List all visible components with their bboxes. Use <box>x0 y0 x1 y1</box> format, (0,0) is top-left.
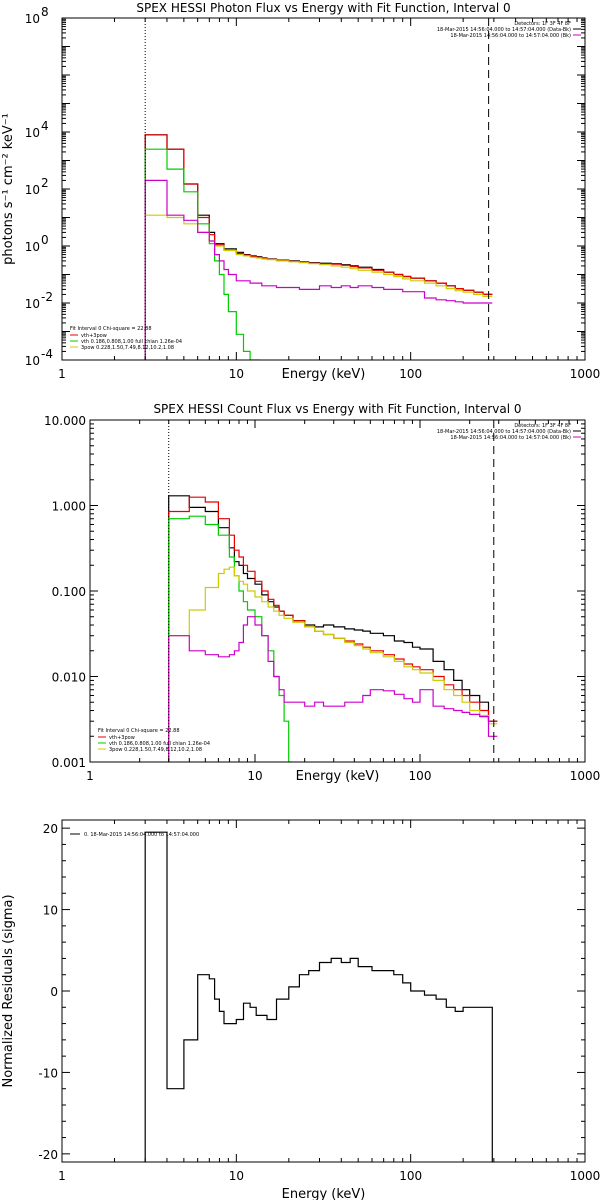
x-axis-label: Energy (keV) <box>282 367 366 382</box>
chart-title: SPEX HESSI Count Flux vs Energy with Fit… <box>153 402 521 416</box>
fit-legend-header: Fit Interval 0 Chi-square = 22.88 <box>70 326 152 332</box>
x-axis-label: Energy (keV) <box>282 1187 366 1200</box>
header-legend-line: 18-Mar-2015 14:56:04.000 to 14:57:04.000… <box>437 27 571 33</box>
legend-entry: 0. 18-Mar-2015 14:56:04.000 to 14:57:04.… <box>84 832 199 838</box>
chart-title: SPEX HESSI Photon Flux vs Energy with Fi… <box>136 1 510 15</box>
series-line-1 <box>144 134 493 360</box>
y-tick-exponent: -4 <box>41 347 53 361</box>
y-tick-label: 10 <box>43 904 58 918</box>
x-tick-label: 100 <box>399 367 422 381</box>
fit-legend-entry: vth+3pow <box>109 735 135 741</box>
y-tick-label: -10 <box>38 1066 58 1080</box>
x-tick-label: 1 <box>58 1169 66 1183</box>
series-line-2 <box>144 134 493 360</box>
fit-legend-header: Fit Interval 0 Chi-square = 22.88 <box>98 728 180 734</box>
y-tick-label: 0 <box>50 985 58 999</box>
header-legend-line: 18-Mar-2015 14:56:04.000 to 14:57:04.000… <box>450 33 571 39</box>
y-tick-exponent: 0 <box>41 233 49 247</box>
fit-legend-entry: vth+3pow <box>81 333 107 339</box>
header-legend-line: 18-Mar-2015 14:56:04.000 to 14:57:04.000… <box>437 429 571 435</box>
y-tick-exponent: 8 <box>41 5 49 19</box>
y-tick-label: 10 <box>25 297 40 311</box>
x-tick-label: 100 <box>409 769 432 783</box>
y-axis-label: Normalized Residuals (sigma) <box>1 894 16 1087</box>
y-tick-exponent: 4 <box>41 119 49 133</box>
x-tick-label: 10 <box>229 367 244 381</box>
x-tick-label: 1 <box>86 769 94 783</box>
header-legend-line: Detectors: 1F 3F 4F 8F <box>514 21 571 27</box>
header-legend-line: 18-Mar-2015 14:56:04.000 to 14:57:04.000… <box>450 435 571 441</box>
series-group <box>168 495 498 762</box>
header-legend-line: Detectors: 1F 3F 4F 8F <box>514 423 571 429</box>
y-tick-label: -20 <box>38 1148 58 1162</box>
fit-legend-entry: vth 0.186,0.808,1.00 full chian 1.26e-04 <box>81 339 182 345</box>
y-tick-label: 10 <box>25 126 40 140</box>
series-line-4 <box>144 214 493 360</box>
panel-2: SPEX HESSI Count Flux vs Energy with Fit… <box>44 402 600 784</box>
series-line-5 <box>168 616 498 762</box>
y-tick-label: 0.001 <box>52 756 86 770</box>
plot-frame <box>89 419 586 763</box>
y-tick-exponent: -2 <box>41 290 53 304</box>
series-line-3 <box>168 515 293 762</box>
x-axis-label: Energy (keV) <box>296 769 380 784</box>
series-line-5 <box>144 179 493 360</box>
series-line-4 <box>168 566 498 762</box>
y-axis-label: photons s⁻¹ cm⁻² keV⁻¹ <box>1 113 16 265</box>
x-tick-label: 1 <box>58 367 66 381</box>
y-tick-label: 10.000 <box>44 414 86 428</box>
x-tick-label: 10 <box>247 769 262 783</box>
x-tick-label: 10 <box>229 1169 244 1183</box>
y-tick-label: 10 <box>25 354 40 368</box>
panel-3: 1 10 100 1000 Energy (keV) -20 -10 0 10 20 Normali… <box>1 819 600 1200</box>
series-line-1 <box>144 831 493 1162</box>
y-tick-label: 10 <box>25 183 40 197</box>
y-tick-label: 20 <box>43 822 58 836</box>
plot-frame <box>61 819 586 1163</box>
fit-legend-entry: vth 0.186,0.808,1.00 full chian 1.26e-04 <box>109 741 210 747</box>
y-tick-label: 10 <box>25 240 40 254</box>
fit-legend-entry: 3pow 0.228,1.50,7.49,8.12,10.2,1.08 <box>109 747 202 753</box>
y-tick-label: 1.000 <box>52 500 86 514</box>
x-tick-label: 1000 <box>570 1169 600 1183</box>
y-tick-label: 10 <box>25 12 40 26</box>
series-group <box>144 831 493 1162</box>
series-group <box>144 134 493 360</box>
x-tick-label: 1000 <box>570 367 600 381</box>
x-tick-label: 100 <box>399 1169 422 1183</box>
y-tick-exponent: 2 <box>41 176 49 190</box>
panel-1: SPEX HESSI Photon Flux vs Energy with Fi… <box>1 1 600 382</box>
series-line-2 <box>168 496 498 762</box>
y-tick-label: 0.100 <box>52 585 86 599</box>
x-tick-label: 1000 <box>570 769 600 783</box>
fit-legend-entry: 3pow 0.228,1.50,7.49,8.12,10.2,1.08 <box>81 345 174 351</box>
y-tick-label: 0.010 <box>52 671 86 685</box>
plot-frame <box>61 17 586 361</box>
